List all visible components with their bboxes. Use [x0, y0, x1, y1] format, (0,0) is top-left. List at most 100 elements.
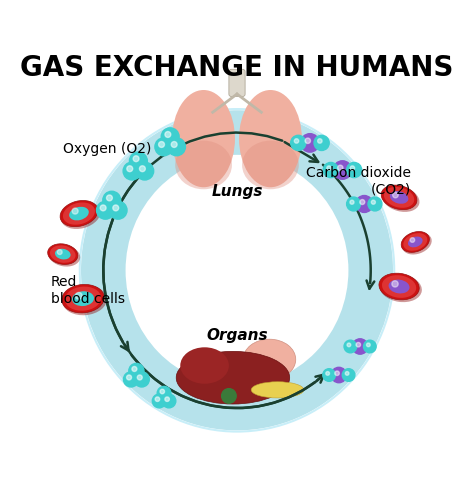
Circle shape — [326, 371, 329, 375]
Circle shape — [346, 197, 361, 211]
Circle shape — [160, 389, 164, 394]
Circle shape — [139, 166, 146, 172]
Ellipse shape — [242, 141, 299, 189]
Circle shape — [344, 340, 357, 353]
Circle shape — [152, 394, 166, 408]
Ellipse shape — [402, 233, 432, 254]
Circle shape — [371, 200, 375, 204]
Ellipse shape — [379, 273, 419, 300]
Circle shape — [159, 142, 164, 148]
Text: Red
blood cells: Red blood cells — [51, 276, 125, 306]
Circle shape — [103, 191, 121, 209]
Circle shape — [333, 161, 352, 179]
Circle shape — [364, 340, 376, 353]
Circle shape — [335, 371, 339, 375]
Ellipse shape — [65, 286, 101, 311]
Ellipse shape — [63, 202, 95, 225]
Circle shape — [345, 371, 349, 375]
Ellipse shape — [381, 185, 417, 210]
Circle shape — [161, 128, 179, 146]
Ellipse shape — [69, 207, 89, 220]
Circle shape — [162, 394, 176, 408]
Circle shape — [129, 152, 147, 170]
Circle shape — [222, 389, 236, 403]
FancyBboxPatch shape — [229, 69, 245, 96]
Circle shape — [127, 375, 132, 380]
Circle shape — [133, 156, 139, 162]
Circle shape — [291, 135, 306, 151]
Ellipse shape — [239, 90, 302, 187]
Circle shape — [314, 135, 329, 151]
Ellipse shape — [61, 201, 100, 229]
Ellipse shape — [408, 237, 423, 247]
Circle shape — [132, 367, 137, 371]
Ellipse shape — [126, 155, 348, 386]
Ellipse shape — [48, 245, 80, 267]
Circle shape — [113, 205, 118, 211]
Circle shape — [155, 397, 160, 401]
Ellipse shape — [62, 284, 104, 313]
Ellipse shape — [243, 339, 296, 380]
Circle shape — [129, 364, 144, 378]
Circle shape — [337, 165, 343, 171]
Circle shape — [127, 166, 133, 172]
Circle shape — [137, 375, 142, 380]
Circle shape — [368, 197, 382, 211]
Circle shape — [360, 200, 365, 205]
Ellipse shape — [384, 187, 414, 208]
Circle shape — [123, 162, 141, 180]
Ellipse shape — [55, 249, 71, 259]
Circle shape — [123, 372, 138, 387]
Circle shape — [410, 238, 415, 243]
Ellipse shape — [403, 233, 427, 251]
Circle shape — [318, 139, 322, 143]
Circle shape — [167, 138, 185, 156]
Ellipse shape — [380, 274, 422, 302]
Ellipse shape — [81, 110, 393, 430]
Circle shape — [323, 369, 336, 381]
Ellipse shape — [172, 90, 235, 187]
Circle shape — [331, 368, 346, 383]
Ellipse shape — [72, 291, 94, 306]
Circle shape — [342, 369, 355, 381]
Circle shape — [346, 162, 362, 178]
Circle shape — [165, 131, 171, 137]
Circle shape — [107, 195, 112, 201]
Circle shape — [350, 166, 355, 170]
Circle shape — [392, 192, 398, 198]
Circle shape — [356, 342, 361, 347]
Circle shape — [352, 339, 368, 354]
Ellipse shape — [60, 200, 98, 227]
Circle shape — [294, 139, 299, 143]
Circle shape — [75, 292, 82, 299]
Ellipse shape — [382, 275, 416, 298]
Circle shape — [350, 200, 354, 204]
Circle shape — [171, 142, 177, 148]
Text: Lungs: Lungs — [211, 184, 263, 199]
Circle shape — [157, 386, 171, 400]
Ellipse shape — [389, 279, 410, 293]
Text: Oxygen (O2): Oxygen (O2) — [63, 142, 151, 156]
Circle shape — [109, 201, 127, 219]
Ellipse shape — [382, 186, 419, 212]
Circle shape — [72, 208, 78, 214]
Circle shape — [366, 343, 370, 347]
Circle shape — [327, 166, 331, 170]
Circle shape — [134, 372, 149, 387]
Ellipse shape — [251, 382, 304, 398]
Circle shape — [323, 162, 338, 178]
Circle shape — [305, 138, 310, 144]
Circle shape — [97, 201, 114, 219]
Ellipse shape — [50, 246, 75, 263]
Ellipse shape — [176, 351, 290, 404]
Ellipse shape — [48, 244, 78, 264]
Circle shape — [356, 195, 373, 213]
Ellipse shape — [390, 191, 409, 204]
Circle shape — [155, 138, 173, 156]
Text: Organs: Organs — [206, 328, 268, 342]
Circle shape — [301, 134, 319, 152]
Circle shape — [165, 397, 169, 401]
Ellipse shape — [175, 141, 232, 189]
Circle shape — [136, 162, 154, 180]
Circle shape — [57, 249, 62, 254]
